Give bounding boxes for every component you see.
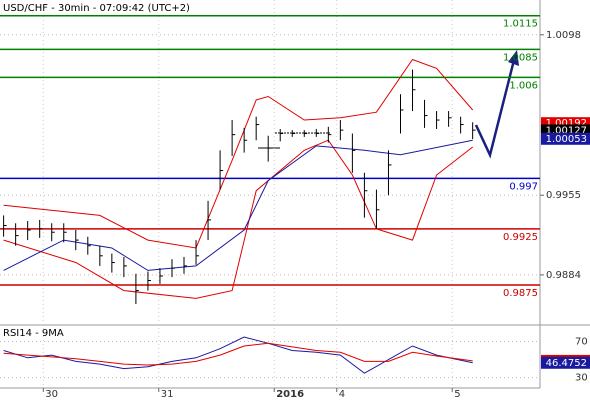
x-tick-label: 31 [161,389,174,400]
rsi-title: RSI14 - 9MA [3,328,64,339]
y-tick-label: 0.9884 [546,270,581,281]
title-box [0,0,190,14]
level-label: 0.997 [509,181,538,192]
level-label: 0.9875 [503,288,538,299]
level-label: 1.006 [509,80,538,91]
x-tick-label: 4 [339,389,345,400]
x-tick-label: 5 [454,389,460,400]
chart-title: USD/CHF - 30min - 07:09:42 (UTC+2) [3,3,190,14]
rsi-tag-label: 46.4752 [546,358,587,369]
level-label: 0.9925 [503,232,538,243]
price-tag-label: 1.00127 [546,125,587,136]
x-tick-label: 30 [45,389,58,400]
indicator-line [3,139,473,271]
price-tag-label: 1.00192 [546,118,587,129]
forecast-arrowhead [508,50,519,66]
rsi-tag [541,356,590,369]
forecast-arrow [474,59,516,159]
rsi-y-tick-label: 70 [575,336,588,347]
price-tag [541,132,590,145]
rsi-y-tick-label: 30 [575,373,588,384]
price-tag-label: 1.00053 [546,134,587,145]
y-tick-label: 0.9955 [546,190,581,201]
y-tick-label: 1.0098 [546,30,581,41]
indicator-line [3,58,474,249]
rsi-line [3,342,473,366]
level-label: 1.0115 [503,19,538,30]
indicator-line [3,139,474,299]
level-label: 1.0085 [503,52,538,63]
x-tick-label: 2016 [276,389,304,400]
